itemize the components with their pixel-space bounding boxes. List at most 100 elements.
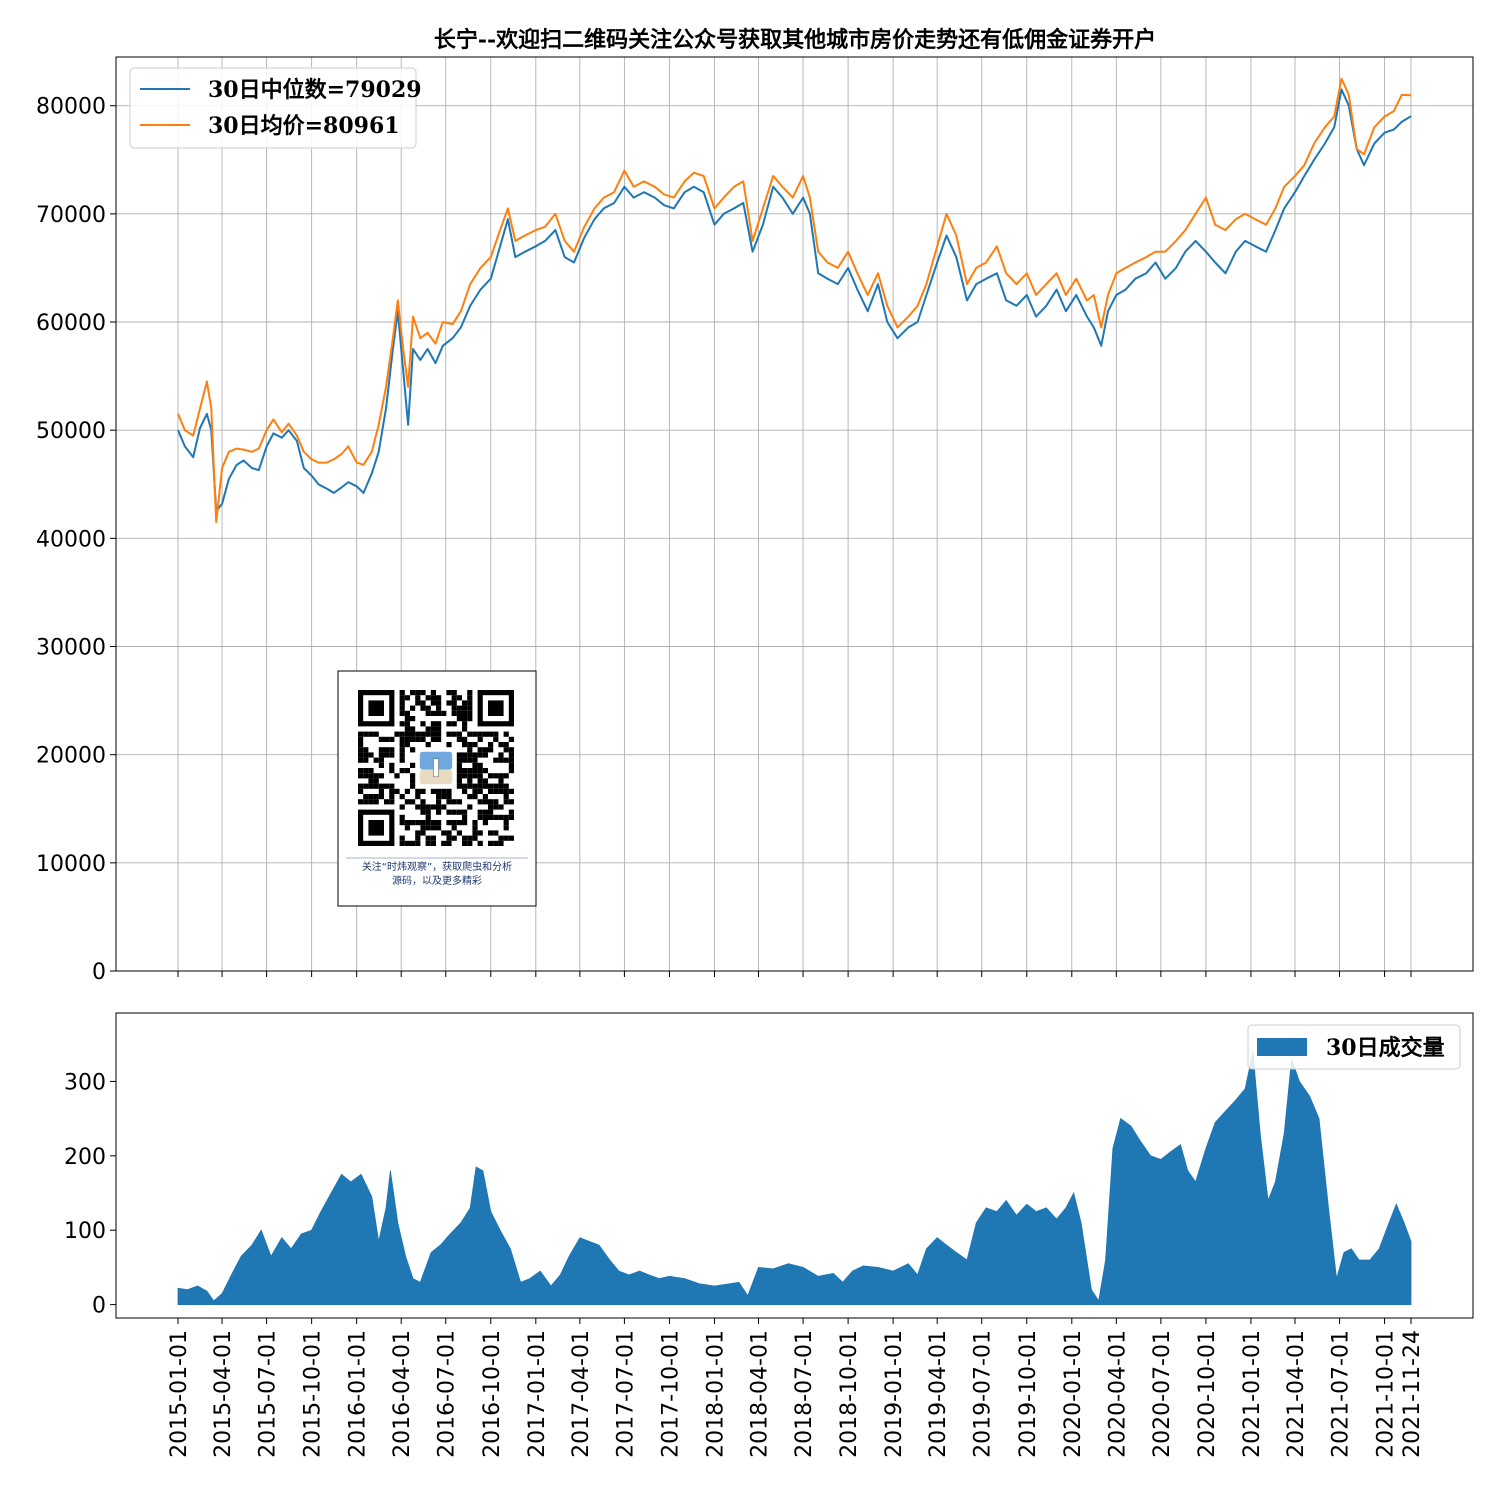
qr-module: [358, 742, 364, 748]
qr-module: [394, 731, 400, 737]
qr-module: [415, 804, 421, 810]
qr-module: [425, 835, 431, 841]
qr-module: [503, 757, 509, 763]
qr-module: [436, 710, 442, 716]
qr-module: [436, 825, 442, 831]
price-legend-box: [129, 67, 417, 149]
qr-module: [493, 783, 499, 789]
qr-module: [456, 757, 462, 763]
x-tick-label: 2018-04-01: [748, 1330, 773, 1458]
qr-module: [378, 747, 384, 753]
qr-module: [451, 731, 457, 737]
legend-label-volume: 30日成交量: [1326, 1035, 1445, 1061]
qr-module: [415, 788, 421, 794]
qr-module: [410, 705, 416, 711]
qr-module: [420, 690, 426, 696]
qr-module: [456, 762, 462, 768]
qr-module: [368, 768, 374, 774]
qr-module: [488, 809, 494, 815]
qr-module: [430, 825, 436, 831]
qr-module: [430, 736, 436, 742]
x-tick-label: 2021-10-01: [1374, 1330, 1399, 1458]
qr-module: [467, 768, 473, 774]
x-axis: 2015-01-01 2015-04-01 2015-07-01 2015-10-01…: [167, 1318, 1425, 1458]
qr-module: [373, 778, 379, 784]
qr-module: [472, 757, 478, 763]
qr-module: [425, 809, 431, 815]
qr-module: [394, 788, 400, 794]
qr-module: [462, 752, 468, 758]
qr-module: [399, 690, 405, 696]
qr-module: [488, 804, 494, 810]
qr-module: [378, 736, 384, 742]
volume-y-tick-label: 200: [64, 1145, 106, 1170]
qr-module: [472, 768, 478, 774]
qr-module: [482, 752, 488, 758]
qr-module: [415, 830, 421, 836]
qr-module: [493, 830, 499, 836]
qr-module: [363, 794, 369, 800]
qr-module: [451, 690, 457, 696]
qr-module: [503, 783, 509, 789]
qr-module: [472, 762, 478, 768]
qr-finder-inner: [368, 820, 384, 836]
x-tick-label: 2015-04-01: [211, 1330, 236, 1458]
qr-module: [404, 820, 410, 826]
qr-caption-line2: 源码，以及更多精彩: [392, 874, 482, 887]
qr-module: [415, 736, 421, 742]
qr-module: [399, 814, 405, 820]
qr-module: [425, 742, 431, 748]
qr-module: [358, 747, 364, 753]
qr-module: [498, 757, 504, 763]
qr-module: [389, 794, 395, 800]
qr-module: [451, 835, 457, 841]
price-y-tick-label: 80000: [36, 95, 106, 120]
x-tick-label: 2016-04-01: [390, 1330, 415, 1458]
qr-module: [451, 695, 457, 701]
qr-module: [415, 794, 421, 800]
qr-module: [373, 799, 379, 805]
qr-module: [389, 736, 395, 742]
qr-module: [451, 825, 457, 831]
x-tick-label: 2018-01-01: [703, 1330, 728, 1458]
qr-module: [410, 783, 416, 789]
qr-module: [430, 804, 436, 810]
x-tick-label: 2020-01-01: [1061, 1330, 1086, 1458]
qr-module: [477, 752, 483, 758]
x-tick-label: 2015-01-01: [167, 1330, 192, 1458]
qr-module: [363, 768, 369, 774]
qr-module: [467, 757, 473, 763]
qr-module: [456, 736, 462, 742]
series-line-mean: [177, 77, 1412, 524]
x-tick-label: 2020-04-01: [1105, 1330, 1130, 1458]
volume-y-ticks: 0 100 200 300: [64, 1070, 116, 1319]
qr-module: [477, 788, 483, 794]
qr-module: [462, 768, 468, 774]
qr-module: [389, 799, 395, 805]
qr-module: [441, 788, 447, 794]
qr-module: [399, 757, 405, 763]
qr-module: [420, 705, 426, 711]
qr-module: [503, 788, 509, 794]
qr-module: [467, 695, 473, 701]
qr-module: [436, 721, 442, 727]
qr-module: [420, 809, 426, 815]
x-tick-label: 2015-10-01: [301, 1330, 326, 1458]
qr-module: [488, 840, 494, 846]
qr-module: [425, 820, 431, 826]
qr-module: [358, 736, 364, 742]
qr-module: [482, 794, 488, 800]
qr-module: [358, 768, 364, 774]
qr-module: [389, 747, 395, 753]
qr-module: [430, 840, 436, 846]
qr-module: [399, 752, 405, 758]
price-y-tick-label: 70000: [36, 203, 106, 228]
qr-module: [456, 809, 462, 815]
qr-module: [410, 747, 416, 753]
qr-module: [456, 752, 462, 758]
qr-module: [378, 757, 384, 763]
qr-module: [436, 705, 442, 711]
qr-module: [420, 825, 426, 831]
qr-module: [399, 731, 405, 737]
qr-module: [368, 783, 374, 789]
